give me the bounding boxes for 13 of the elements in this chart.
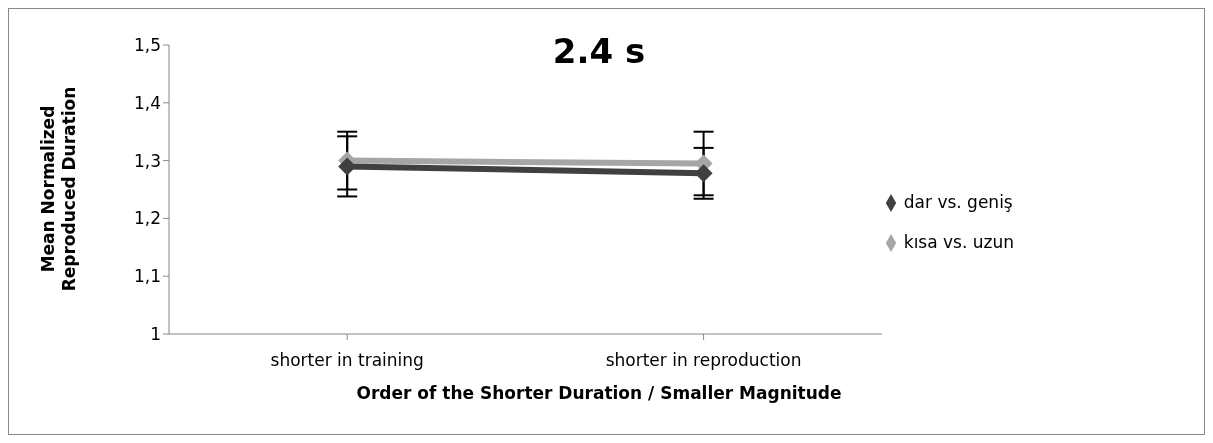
y-tick-label: 1,2 bbox=[133, 208, 161, 229]
x-axis-title: Order of the Shorter Duration / Smaller Magnitude bbox=[355, 383, 843, 403]
y-tick-label: 1,3 bbox=[133, 150, 161, 171]
legend-label: kısa vs. uzun bbox=[903, 231, 1014, 252]
chart-title: 2.4 s bbox=[551, 31, 647, 71]
y-tick-label: 1,4 bbox=[133, 92, 161, 113]
x-tick-label: shorter in training bbox=[270, 350, 424, 371]
x-tick-label: shorter in reproduction bbox=[605, 350, 802, 371]
y-axis-title: Mean Normalized Reproduced Duration bbox=[38, 86, 80, 292]
y-tick-label: 1 bbox=[150, 324, 161, 345]
y-tick-label: 1,1 bbox=[133, 266, 161, 287]
legend-label: dar vs. geniş bbox=[903, 191, 1013, 212]
y-tick-label: 1,5 bbox=[133, 35, 161, 56]
